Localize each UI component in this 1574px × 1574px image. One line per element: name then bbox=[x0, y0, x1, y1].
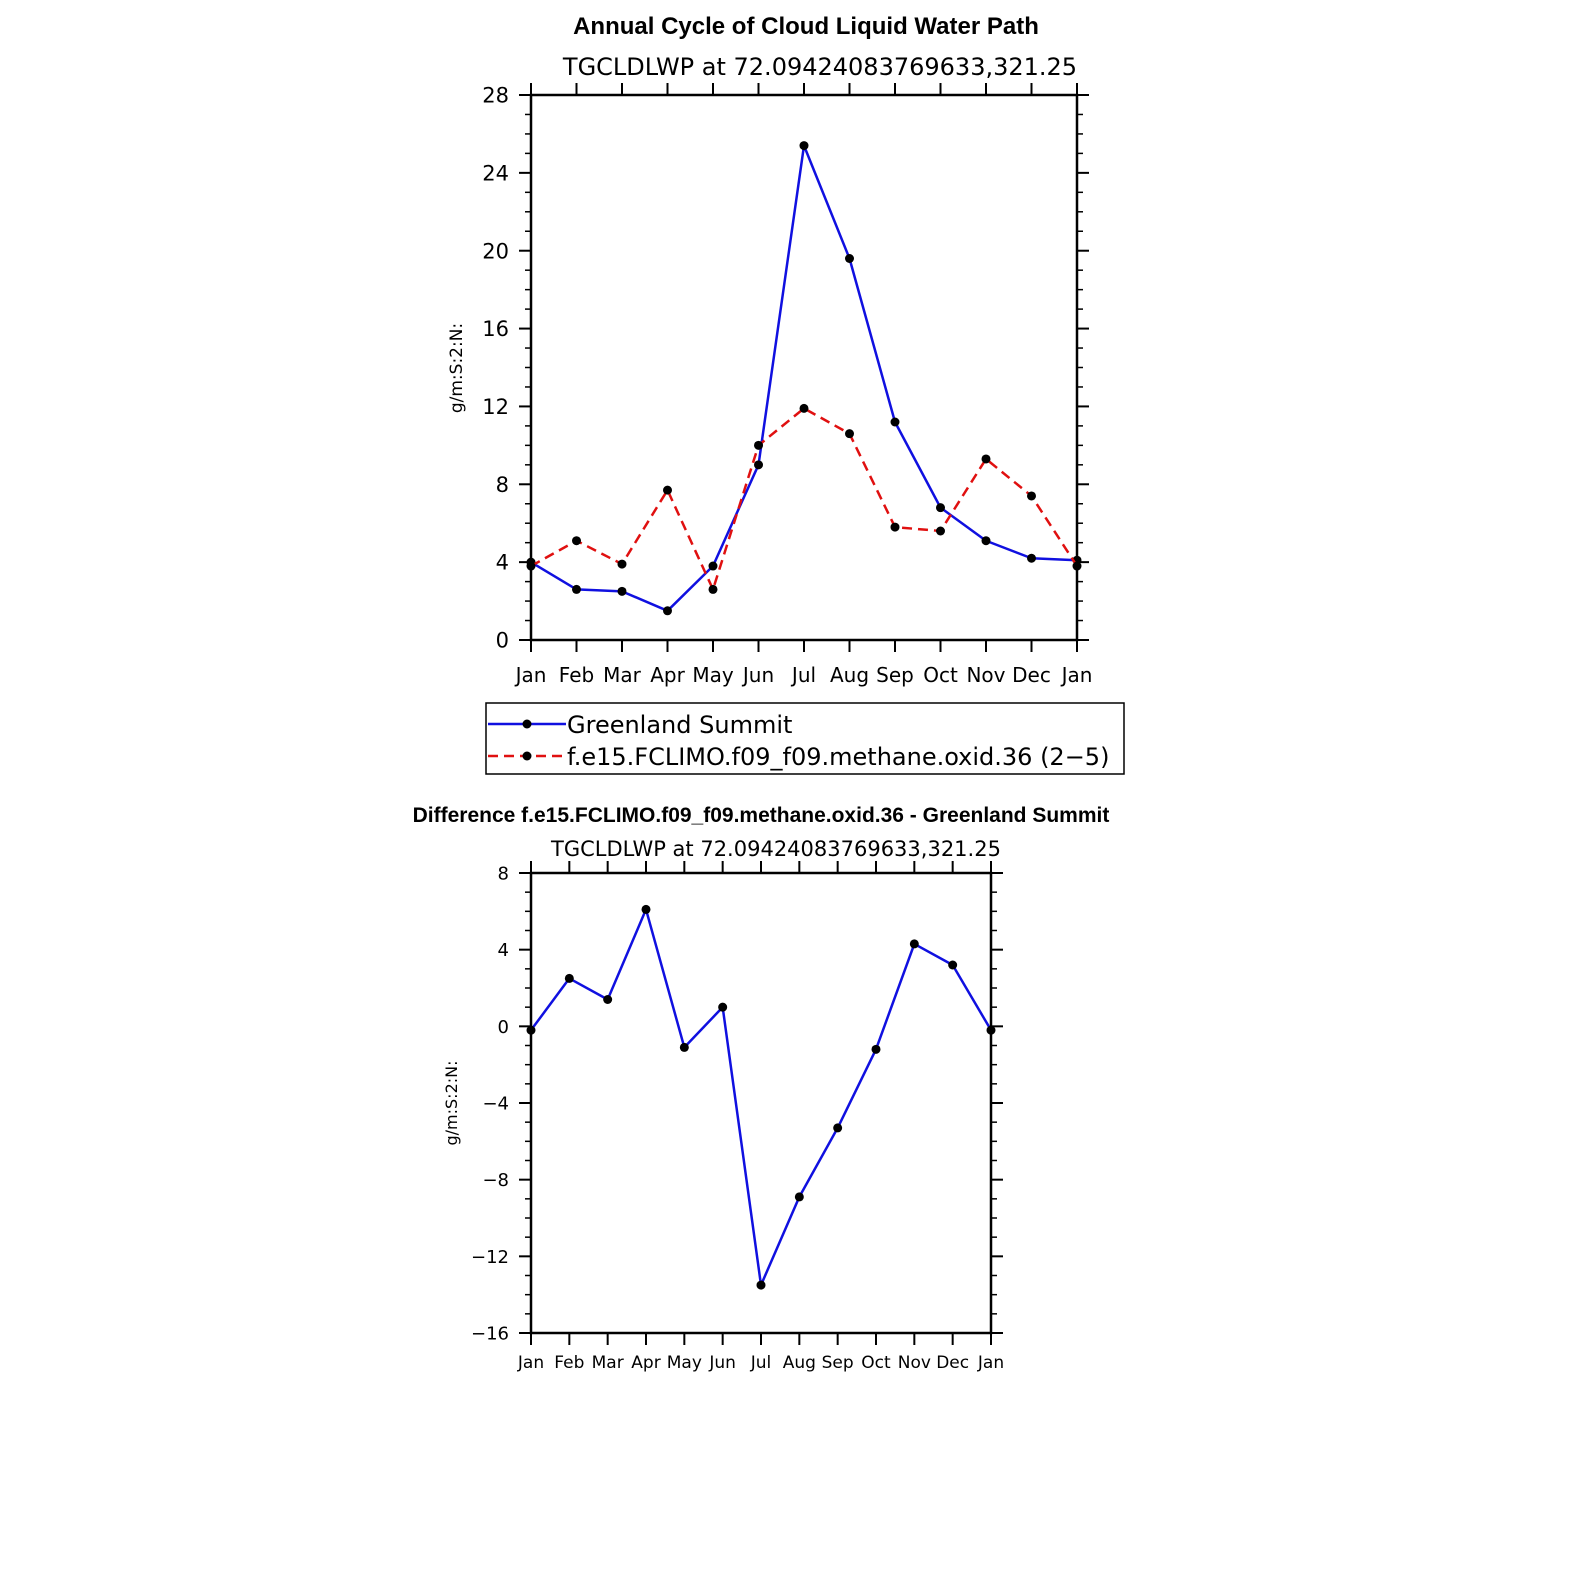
y-tick-label: 28 bbox=[482, 84, 509, 108]
legend-marker-model bbox=[522, 751, 532, 761]
legend-box bbox=[485, 702, 1125, 775]
x-tick-label: Oct bbox=[861, 1353, 891, 1373]
plot-frame bbox=[529, 871, 993, 1335]
x-tick-label: Jan bbox=[1060, 663, 1093, 687]
bottom-chart-subtitle: TGCLDLWP at 72.09424083769633,321.25 bbox=[550, 837, 1001, 861]
data-point bbox=[718, 1002, 728, 1012]
y-tick-label: 8 bbox=[498, 863, 509, 884]
bottom-chart-plot: −16 −12 −8 −4 0 4 8 Jan Feb Mar Apr May Jun Jul Aug Sep… bbox=[471, 861, 1004, 1373]
data-point bbox=[1027, 491, 1036, 501]
data-point bbox=[526, 1025, 536, 1035]
data-point bbox=[890, 417, 900, 427]
x-tick-label: Mar bbox=[592, 1353, 624, 1373]
y-tick-label: 12 bbox=[482, 395, 509, 419]
data-point bbox=[572, 584, 581, 594]
legend-label-model: f.e15.FCLIMO.f09_f09.methane.oxid.36 (2−… bbox=[567, 743, 1109, 771]
data-point bbox=[617, 559, 627, 569]
data-point bbox=[799, 141, 809, 151]
x-tick-label: Jul bbox=[790, 663, 816, 687]
data-point bbox=[572, 536, 581, 546]
x-tick-label: May bbox=[692, 663, 734, 687]
data-point bbox=[603, 995, 613, 1004]
data-point bbox=[679, 1042, 689, 1052]
x-tick-label: Feb bbox=[559, 663, 594, 687]
y-tick-label: −16 bbox=[471, 1323, 509, 1344]
data-point bbox=[845, 429, 854, 439]
x-tick-label: Sep bbox=[876, 663, 914, 687]
y-tick-label: 4 bbox=[496, 551, 509, 575]
data-point bbox=[663, 485, 672, 495]
x-tick-label: Jan bbox=[514, 663, 547, 687]
y-tick-label: 0 bbox=[496, 629, 509, 653]
x-tick-label: Sep bbox=[822, 1353, 854, 1373]
data-point bbox=[981, 536, 991, 546]
data-point bbox=[845, 254, 854, 263]
x-tick-label: Mar bbox=[603, 663, 642, 687]
plot-frame bbox=[529, 93, 1079, 642]
data-point bbox=[981, 454, 991, 464]
data-point bbox=[799, 403, 809, 413]
data-point bbox=[756, 1280, 766, 1290]
x-tick-label: Apr bbox=[650, 663, 685, 687]
bottom-chart-title: Difference f.e15.FCLIMO.f09_f09.methane.… bbox=[413, 804, 1110, 827]
data-point bbox=[871, 1044, 881, 1054]
data-point bbox=[526, 561, 536, 571]
y-tick-label: 24 bbox=[482, 161, 509, 185]
series-line-0 bbox=[530, 144, 1078, 613]
y-tick-label: 0 bbox=[498, 1017, 509, 1038]
data-point bbox=[948, 960, 958, 970]
data-point bbox=[663, 606, 672, 616]
data-point bbox=[833, 1123, 843, 1133]
x-tick-label: May bbox=[667, 1353, 702, 1373]
x-tick-label: Feb bbox=[554, 1353, 584, 1373]
data-point bbox=[641, 904, 651, 914]
x-tick-label: Dec bbox=[1012, 663, 1051, 687]
x-tick-label: Jun bbox=[708, 1353, 736, 1373]
y-tick-label: −4 bbox=[482, 1093, 509, 1114]
bottom-chart-ylabel: g/m:S:2:N: bbox=[442, 1061, 461, 1146]
x-tick-label: Jun bbox=[741, 663, 774, 687]
data-point bbox=[617, 586, 627, 596]
y-tick-label: 4 bbox=[498, 940, 509, 961]
data-point bbox=[708, 584, 718, 594]
series-line-0 bbox=[529, 908, 993, 1287]
y-tick-label: 20 bbox=[482, 239, 509, 263]
y-tick-label: −12 bbox=[471, 1247, 509, 1268]
x-tick-label: Aug bbox=[783, 1353, 816, 1373]
y-tick-label: −8 bbox=[482, 1170, 509, 1191]
data-point bbox=[754, 460, 763, 470]
series-line-1 bbox=[530, 407, 1079, 591]
data-point bbox=[708, 561, 718, 571]
x-tick-label: Nov bbox=[966, 663, 1005, 687]
legend: Greenland Summit f.e15.FCLIMO.f09_f09.me… bbox=[485, 702, 1125, 775]
top-chart-subtitle: TGCLDLWP at 72.09424083769633,321.25 bbox=[562, 53, 1077, 81]
data-point bbox=[1072, 561, 1082, 571]
y-tick-label: 16 bbox=[482, 317, 509, 341]
top-chart-ylabel: g/m:S:2:N: bbox=[447, 323, 467, 413]
data-point bbox=[754, 440, 763, 450]
x-tick-label: Jan bbox=[517, 1353, 544, 1373]
x-tick-label: Apr bbox=[631, 1353, 660, 1373]
legend-label-obs: Greenland Summit bbox=[567, 711, 792, 739]
x-tick-label: Dec bbox=[936, 1353, 969, 1373]
data-point bbox=[564, 973, 574, 983]
data-point bbox=[890, 522, 900, 532]
x-tick-label: Aug bbox=[830, 663, 869, 687]
legend-marker-obs bbox=[522, 719, 532, 729]
data-point bbox=[936, 503, 945, 513]
data-point bbox=[909, 939, 919, 949]
top-chart-plot: 0 4 8 12 16 20 24 28 Jan Feb Mar Apr May Jun Jul Aug Sep… bbox=[482, 83, 1092, 687]
x-tick-label: Nov bbox=[898, 1353, 931, 1373]
top-chart-title: Annual Cycle of Cloud Liquid Water Path bbox=[573, 13, 1039, 40]
data-point bbox=[936, 526, 945, 536]
data-point bbox=[1027, 553, 1036, 563]
x-tick-label: Jul bbox=[750, 1353, 772, 1373]
x-tick-label: Oct bbox=[923, 663, 958, 687]
data-point bbox=[986, 1025, 996, 1035]
x-tick-label: Jan bbox=[977, 1353, 1004, 1373]
y-tick-label: 8 bbox=[496, 473, 509, 497]
data-point bbox=[794, 1192, 804, 1202]
